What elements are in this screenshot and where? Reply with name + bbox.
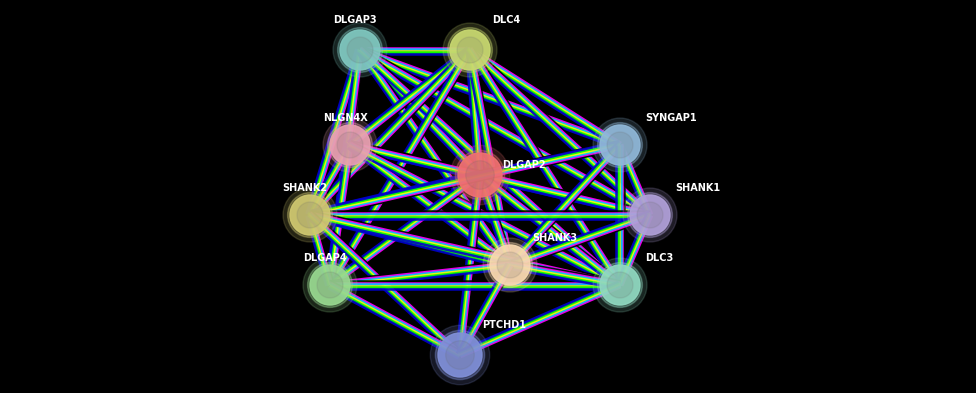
Text: DLC4: DLC4 [492,15,520,25]
Circle shape [283,188,337,242]
Circle shape [303,258,357,312]
Circle shape [466,161,494,189]
Circle shape [333,23,387,77]
Circle shape [446,341,474,369]
Circle shape [630,195,670,235]
Circle shape [483,238,537,292]
Circle shape [323,118,377,172]
Circle shape [607,272,633,298]
Circle shape [600,125,640,165]
Text: DLGAP3: DLGAP3 [333,15,377,25]
Circle shape [450,145,509,205]
Circle shape [593,258,647,312]
Circle shape [628,193,672,237]
Text: DLGAP2: DLGAP2 [502,160,546,170]
Text: SYNGAP1: SYNGAP1 [645,113,697,123]
Text: PTCHD1: PTCHD1 [482,320,526,330]
Circle shape [623,188,677,242]
Text: DLGAP4: DLGAP4 [304,253,346,263]
Circle shape [438,333,482,377]
Circle shape [448,28,493,72]
Circle shape [317,272,343,298]
Circle shape [288,193,333,237]
Text: DLC3: DLC3 [645,253,673,263]
Circle shape [490,245,530,285]
Circle shape [297,202,323,228]
Circle shape [340,30,380,70]
Circle shape [457,37,483,63]
Circle shape [338,28,383,72]
Circle shape [337,132,363,158]
Circle shape [637,202,663,228]
Circle shape [330,125,370,165]
Text: SHANK1: SHANK1 [675,183,720,193]
Circle shape [328,123,373,167]
Circle shape [497,252,523,278]
Circle shape [607,132,633,158]
Circle shape [600,265,640,305]
Circle shape [430,325,490,385]
Circle shape [488,242,532,287]
Circle shape [443,23,497,77]
Circle shape [456,151,505,200]
Circle shape [435,331,485,380]
Circle shape [290,195,330,235]
Circle shape [450,30,490,70]
Circle shape [593,118,647,172]
Circle shape [347,37,373,63]
Text: NLGN4X: NLGN4X [323,113,367,123]
Circle shape [307,263,352,307]
Text: SHANK3: SHANK3 [532,233,577,243]
Circle shape [597,123,642,167]
Circle shape [458,153,502,197]
Text: SHANK2: SHANK2 [282,183,328,193]
Circle shape [310,265,350,305]
Circle shape [597,263,642,307]
